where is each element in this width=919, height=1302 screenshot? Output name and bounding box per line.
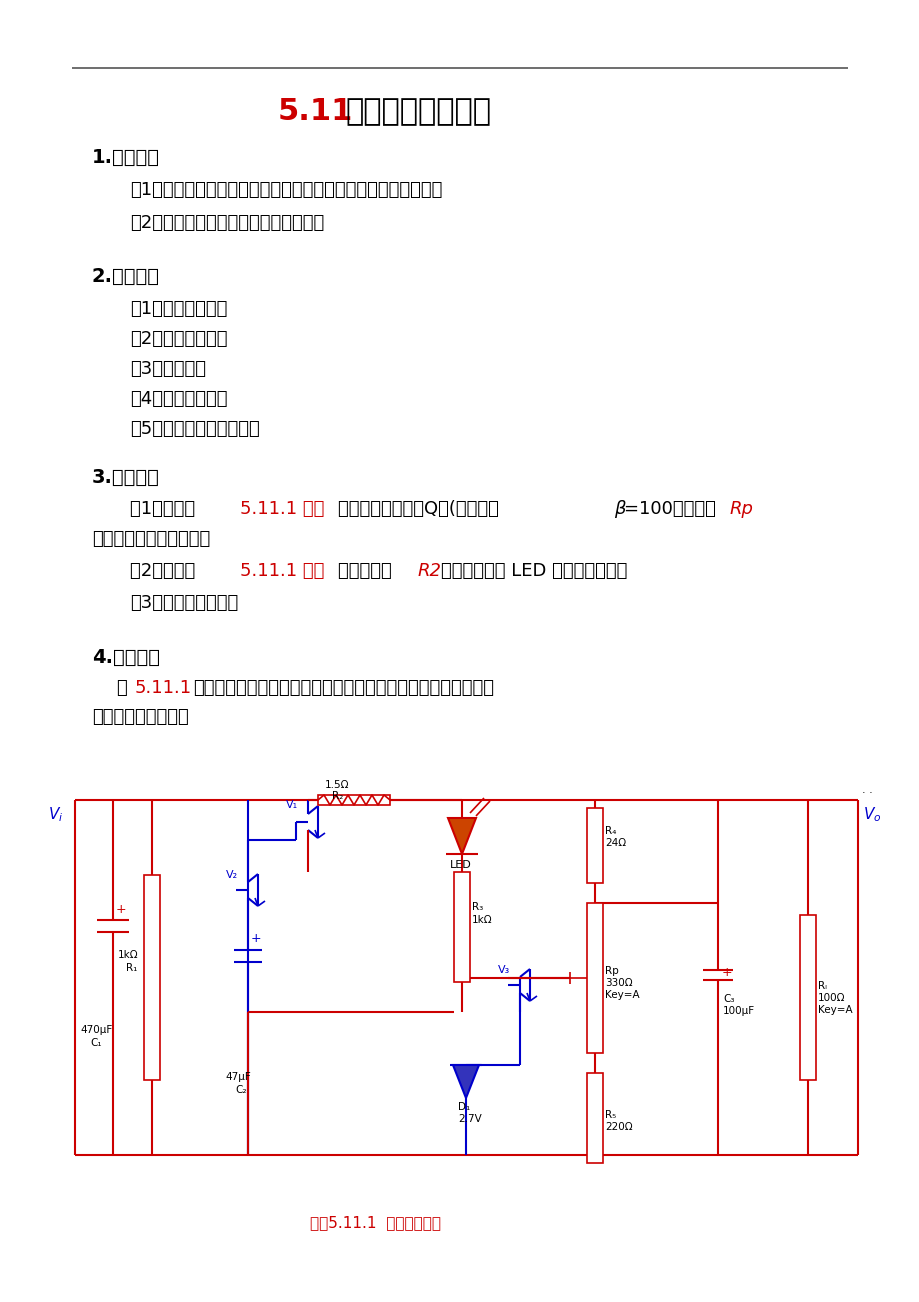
Text: 4.实验原理: 4.实验原理 xyxy=(92,648,160,667)
Text: 3.预习要求: 3.预习要求 xyxy=(92,467,160,487)
Text: 24Ω: 24Ω xyxy=(605,838,626,848)
Text: R₅: R₅ xyxy=(605,1111,616,1120)
Text: V₃: V₃ xyxy=(497,965,510,975)
Text: 1kΩ: 1kΩ xyxy=(471,915,492,924)
Text: 5.11.1 所示: 5.11.1 所示 xyxy=(240,500,324,518)
Text: R2: R2 xyxy=(417,562,441,579)
Text: （2）直流毫安表。: （2）直流毫安表。 xyxy=(130,329,227,348)
FancyBboxPatch shape xyxy=(318,796,390,805)
Text: 220Ω: 220Ω xyxy=(605,1122,632,1131)
Text: （4）数字万用表。: （4）数字万用表。 xyxy=(130,391,227,408)
Text: Key=A: Key=A xyxy=(817,1005,852,1016)
Text: V₁: V₁ xyxy=(286,799,298,810)
Bar xyxy=(586,809,602,883)
Text: 1.5Ω: 1.5Ω xyxy=(324,780,349,790)
Text: 47µF: 47µF xyxy=(225,1072,251,1082)
Text: C₂: C₂ xyxy=(234,1085,246,1095)
Text: V₂: V₂ xyxy=(226,870,238,880)
Bar xyxy=(800,915,815,1079)
Text: 图．5.11.1  串联稳压电路: 图．5.11.1 串联稳压电路 xyxy=(310,1215,440,1230)
Text: +: + xyxy=(251,932,261,945)
Text: $V_i$: $V_i$ xyxy=(48,805,63,824)
Text: （1）估算图: （1）估算图 xyxy=(130,500,200,518)
Polygon shape xyxy=(448,818,475,854)
Text: （1）直流电压表。: （1）直流电压表。 xyxy=(130,299,227,318)
Text: R₃: R₃ xyxy=(471,902,482,911)
Text: 5.11.1: 5.11.1 xyxy=(135,680,192,697)
Text: 2.7V: 2.7V xyxy=(458,1115,482,1124)
Bar xyxy=(144,875,160,1079)
Text: 放大器和取样电路。: 放大器和取样电路。 xyxy=(92,708,188,727)
Text: 图: 图 xyxy=(117,680,133,697)
Text: +: + xyxy=(116,904,127,917)
Text: C₁: C₁ xyxy=(90,1038,101,1048)
Bar xyxy=(453,872,470,982)
Text: +: + xyxy=(721,966,732,979)
Text: 1kΩ: 1kΩ xyxy=(118,950,139,960)
Text: 470µF: 470µF xyxy=(80,1025,112,1035)
Text: C₃: C₃ xyxy=(722,993,733,1004)
Text: 1.实验目的: 1.实验目的 xyxy=(92,148,160,167)
Text: D₁: D₁ xyxy=(458,1101,470,1112)
Text: Rp: Rp xyxy=(729,500,753,518)
Text: β: β xyxy=(613,500,625,518)
Text: Key=A: Key=A xyxy=(605,990,639,1000)
Bar xyxy=(586,1073,602,1163)
Text: （2）掌握稳压电源的调试及测量方法。: （2）掌握稳压电源的调试及测量方法。 xyxy=(130,214,323,232)
Text: 2.实验仪器: 2.实验仪器 xyxy=(92,267,160,286)
Text: Rₗ: Rₗ xyxy=(817,980,826,991)
Text: R₁: R₁ xyxy=(126,963,137,973)
Text: 100Ω: 100Ω xyxy=(817,993,845,1003)
Text: R₂: R₂ xyxy=(332,792,343,801)
Text: （3）画好数据表格。: （3）画好数据表格。 xyxy=(130,594,238,612)
Text: 100µF: 100µF xyxy=(722,1006,754,1016)
Text: （5）串联稳压电路模块。: （5）串联稳压电路模块。 xyxy=(130,421,259,437)
Text: Rp: Rp xyxy=(605,966,618,976)
Text: 为串联稳压电路，它包括四个环节：调压环节、基准电压、比较: 为串联稳压电路，它包括四个环节：调压环节、基准电压、比较 xyxy=(193,680,494,697)
Text: （2）分析图: （2）分析图 xyxy=(130,562,200,579)
Text: R₄: R₄ xyxy=(605,825,616,836)
Text: 5.11.1 所示: 5.11.1 所示 xyxy=(240,562,324,579)
Text: . .: . . xyxy=(861,785,872,796)
Text: （1）研究稳压电源的主要特性，掌握串联稳压电路的工作原理。: （1）研究稳压电源的主要特性，掌握串联稳压电路的工作原理。 xyxy=(130,181,442,199)
Text: 电路中各三极管的Q点(设各管的: 电路中各三极管的Q点(设各管的 xyxy=(337,500,505,518)
Text: （3）示波器。: （3）示波器。 xyxy=(130,359,206,378)
Text: LED: LED xyxy=(449,861,471,870)
Text: 和发光二极管 LED 的作用是什么？: 和发光二极管 LED 的作用是什么？ xyxy=(440,562,627,579)
Text: =100，电位器: =100，电位器 xyxy=(623,500,720,518)
Text: 330Ω: 330Ω xyxy=(605,978,632,988)
Text: 5.11: 5.11 xyxy=(278,98,353,126)
Text: $V_o$: $V_o$ xyxy=(862,805,880,824)
Polygon shape xyxy=(452,1065,479,1098)
Text: 串联稳压电路实验: 串联稳压电路实验 xyxy=(345,98,491,126)
Text: 滑动端处于中间位置）。: 滑动端处于中间位置）。 xyxy=(92,530,210,548)
Text: 电路，电阻: 电路，电阻 xyxy=(337,562,397,579)
Bar xyxy=(586,904,602,1053)
